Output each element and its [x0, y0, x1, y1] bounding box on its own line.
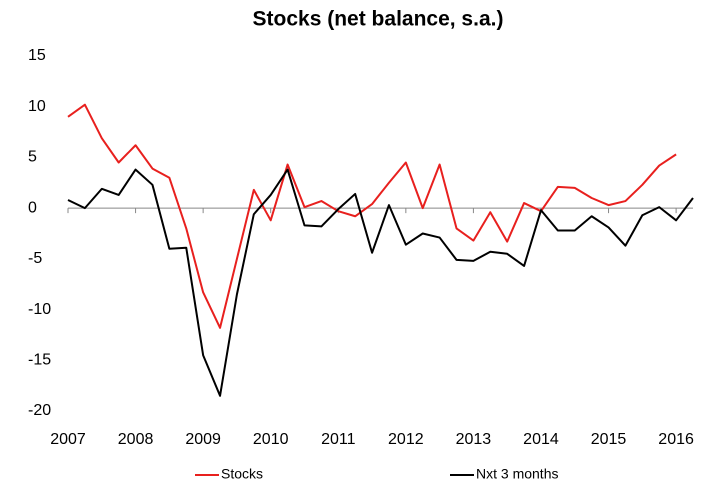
chart-title: Stocks (net balance, s.a.)	[253, 8, 504, 31]
x-tick-label: 2012	[388, 431, 424, 448]
y-tick-label: 15	[28, 47, 46, 64]
y-tick-label: -15	[28, 352, 51, 369]
series-line	[67, 103, 677, 329]
x-tick-label: 2011	[321, 431, 356, 448]
y-tick-label: -5	[28, 250, 42, 267]
legend-label: Stocks	[221, 466, 263, 482]
legend-label: Nxt 3 months	[476, 466, 558, 482]
x-tick-label: 2009	[185, 431, 221, 448]
x-tick-label: 2010	[253, 431, 289, 448]
y-tick-label: 5	[28, 149, 37, 166]
x-tick-label: 2015	[591, 431, 627, 448]
x-tick-label: 2008	[118, 431, 154, 448]
x-tick-label: 2013	[456, 431, 492, 448]
y-tick-label: 10	[28, 98, 46, 115]
x-tick-label: 2014	[523, 431, 559, 448]
series-line	[67, 168, 694, 397]
y-tick-label: -20	[28, 402, 51, 419]
x-tick-label: 2016	[658, 431, 694, 448]
y-tick-label: 0	[28, 199, 37, 216]
x-tick-label: 2007	[50, 431, 86, 448]
y-tick-label: -10	[28, 301, 51, 318]
